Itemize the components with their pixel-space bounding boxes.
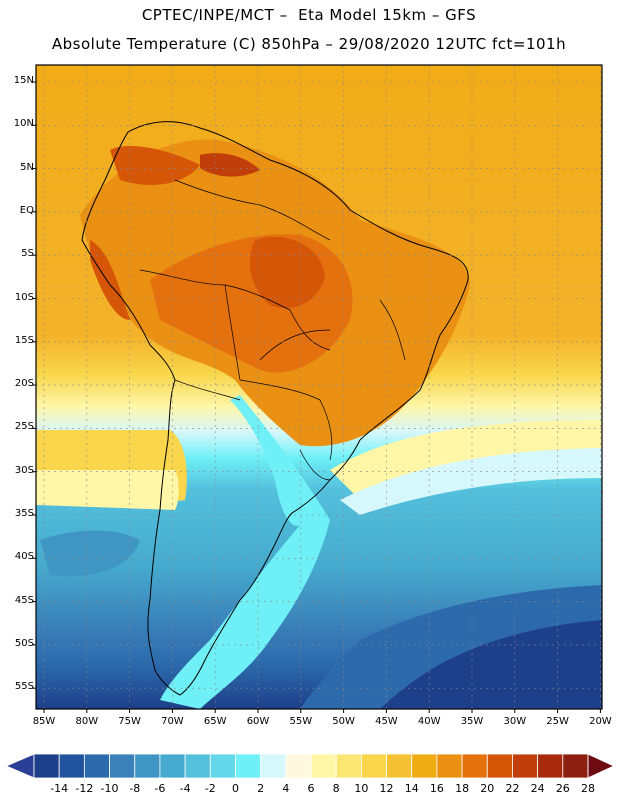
latitude-label: 10S (14, 291, 34, 303)
colorbar-swatch (335, 753, 362, 779)
map-title: CPTEC/INPE/MCT – Eta Model 15km – GFS (141, 6, 477, 24)
colorbar-label: 12 (379, 782, 394, 795)
latitude-label: 35S (14, 508, 34, 519)
colorbar-label: -10 (100, 782, 119, 795)
colorbar-label: 28 (581, 782, 595, 795)
colorbar-swatch (512, 753, 539, 779)
colorbar-label: 16 (429, 782, 444, 795)
colorbar-swatch (486, 753, 513, 779)
colorbar-label: -2 (204, 782, 216, 795)
latitude-label: 45S (14, 594, 34, 606)
longitude-label: 80W (75, 716, 99, 727)
longitude-label: 50W (332, 716, 355, 727)
colorbar-swatch (562, 753, 589, 779)
map-frame (35, 64, 603, 710)
colorbar-swatch (235, 753, 262, 779)
colorbar-swatch (285, 753, 312, 779)
longitude-label: 85W (32, 716, 56, 727)
longitude-label: 45W (375, 716, 398, 727)
colorbar-swatch (537, 753, 564, 779)
colorbar-swatch (159, 753, 186, 779)
colorbar-swatch (58, 753, 85, 779)
longitude-label: 70W (161, 716, 184, 727)
longitude-label: 25W (546, 716, 569, 727)
colorbar-label: 26 (555, 782, 570, 795)
colorbar-label: 8 (332, 782, 340, 795)
latitude-label: 5N (20, 161, 34, 173)
colorbar-swatch (209, 753, 236, 779)
colorbar-label: 6 (307, 782, 315, 795)
colorbar-swatch (436, 753, 463, 779)
graticule (36, 65, 602, 709)
latitude-label: 20S (14, 378, 34, 390)
latitude-label: 10N (13, 118, 34, 130)
latitude-label: 30S (14, 464, 34, 476)
colorbar-under-arrow (4, 753, 35, 779)
colorbar-swatch (411, 753, 438, 779)
latitude-label: 5S (21, 248, 34, 260)
latitude-label: 40S (14, 551, 34, 563)
colorbar-label: 20 (480, 782, 495, 795)
colorbar-label: 14 (404, 782, 419, 795)
longitude-label: 55W (289, 716, 313, 727)
colorbar-swatch (83, 753, 110, 779)
colorbar-swatch (260, 753, 287, 779)
longitude-label: 20W (589, 716, 612, 727)
latitude-label: 50S (14, 637, 34, 649)
country-borders (139, 179, 406, 481)
longitude-label: 40W (417, 716, 441, 727)
latitude-label: 15S (14, 334, 34, 346)
colorbar-label: -12 (75, 782, 94, 795)
colorbar-label: -6 (154, 782, 166, 795)
colorbar-over-arrow (587, 753, 616, 779)
colorbar-swatch (184, 753, 211, 779)
colorbar-swatch (33, 753, 60, 779)
colorbar-swatch (310, 753, 337, 779)
colorbar-label: 2 (257, 782, 265, 795)
longitude-label: 35W (460, 716, 484, 727)
latitude-label: 25S (14, 421, 34, 433)
colorbar-swatch (109, 753, 136, 779)
colorbar-label: -14 (50, 782, 69, 795)
temperature-field (36, 65, 602, 709)
longitude-label: 65W (203, 716, 227, 727)
colorbar-label: -8 (129, 782, 141, 795)
latitude-label: 55S (14, 681, 34, 693)
colorbar-swatch (386, 753, 413, 779)
colorbar-label: 22 (505, 782, 520, 795)
coastline (81, 121, 469, 696)
colorbar-swatch (360, 753, 387, 779)
longitude-label: 75W (118, 716, 141, 727)
longitude-label: 60W (246, 716, 270, 727)
colorbar-label: 18 (455, 782, 470, 795)
map-subtitle: Absolute Temperature (C) 850hPa – 29/08/… (51, 35, 567, 53)
colorbar-swatch (134, 753, 161, 779)
longitude-label: 30W (503, 716, 527, 727)
colorbar (4, 753, 616, 779)
colorbar-label: 24 (530, 782, 545, 795)
colorbar-label: -4 (179, 782, 191, 795)
latitude-label: 15N (13, 75, 34, 86)
colorbar-label: 10 (354, 782, 369, 795)
colorbar-label: 0 (231, 782, 239, 795)
colorbar-swatch (461, 753, 488, 779)
latitude-label: EQ (19, 204, 34, 216)
colorbar-label: 4 (282, 782, 290, 795)
